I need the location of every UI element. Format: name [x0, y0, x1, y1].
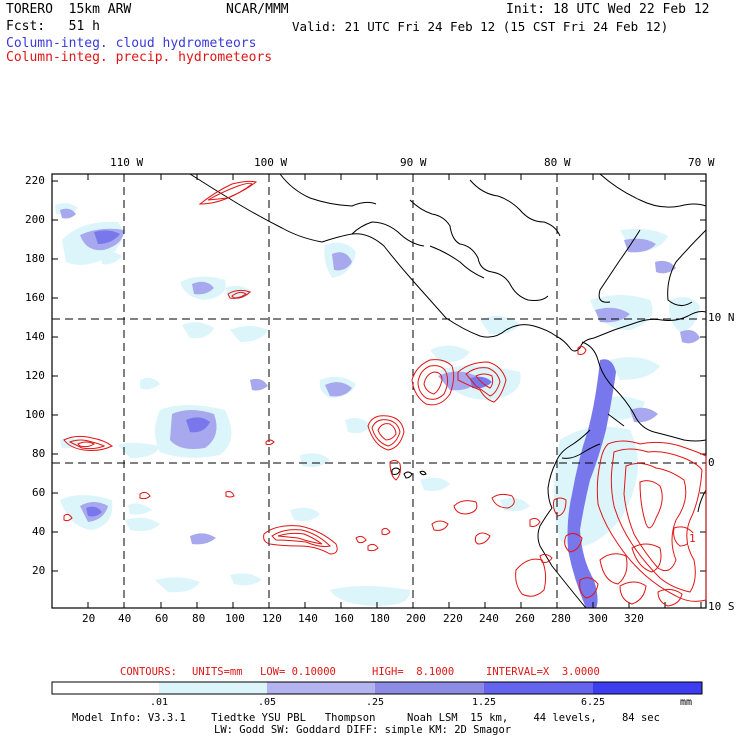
valid-time: Valid: 21 UTC Fri 24 Feb 12 (15 CST Fri … — [292, 19, 669, 34]
lat-label-0: 0 — [708, 456, 715, 469]
y-tick: 140 — [25, 330, 45, 343]
x-tick: 180 — [370, 612, 390, 625]
lon-label-70w: 70 W — [688, 156, 715, 169]
colorbar-tick: .05 — [258, 697, 277, 708]
y-tick: 160 — [25, 291, 45, 304]
contours-low: LOW= 0.10000 — [260, 666, 336, 678]
colorbar-frame — [51, 681, 703, 695]
contours-high: HIGH= 8.1000 — [372, 666, 455, 678]
x-tick: 140 — [298, 612, 318, 625]
colorbar-tick: .25 — [366, 697, 385, 708]
contours-interval: INTERVAL=X 3.0000 — [486, 666, 600, 678]
init-time: Init: 18 UTC Wed 22 Feb 12 — [506, 2, 710, 17]
lon-label-110w: 110 W — [110, 156, 144, 169]
y-tick: 40 — [32, 525, 46, 538]
y-tick: 180 — [25, 252, 45, 265]
model-info: Model Info: V3.3.1 Tiedtke YSU PBL Thomp… — [72, 712, 660, 724]
lat-label-10s: 10 S — [708, 600, 735, 613]
lon-label-90w: 90 W — [400, 156, 427, 169]
x-tick: 160 — [334, 612, 354, 625]
physics-info: LW: Godd SW: Goddard DIFF: simple KM: 2D… — [214, 724, 512, 736]
x-tick: 40 — [118, 612, 132, 625]
colorbar-unit: mm — [680, 697, 693, 708]
precip-contours — [63, 180, 707, 607]
colorbar — [51, 681, 703, 695]
x-tick: 200 — [406, 612, 426, 625]
lat-label-10n: 10 N — [708, 311, 735, 324]
organization: NCAR/MMM — [226, 2, 289, 17]
y-tick: 120 — [25, 369, 45, 382]
y-tick: 220 — [25, 174, 45, 187]
y-tick: 100 — [25, 408, 45, 421]
colorbar-tick: 6.25 — [581, 697, 606, 708]
x-tick: 240 — [479, 612, 499, 625]
y-tick: 60 — [32, 486, 46, 499]
x-tick: 320 — [624, 612, 644, 625]
forecast-hour: Fcst: 51 h — [6, 19, 100, 34]
model-name: TORERO 15km ARW — [6, 2, 132, 17]
x-tick: 120 — [262, 612, 282, 625]
x-tick: 260 — [515, 612, 535, 625]
colorbar-tick: .01 — [150, 697, 169, 708]
colorbar-bin-3 — [375, 682, 484, 694]
cloud-field-label: Column-integ. cloud hydrometeors — [6, 36, 257, 51]
coastlines — [189, 173, 707, 609]
lat-lon-grid — [52, 174, 706, 608]
y-tick: 20 — [32, 564, 46, 577]
x-tick: 300 — [588, 612, 608, 625]
colorbar-bin-0 — [52, 682, 159, 694]
lon-label-100w: 100 W — [254, 156, 288, 169]
x-tick: 20 — [82, 612, 96, 625]
x-tick: 280 — [551, 612, 571, 625]
map-frame — [51, 173, 707, 609]
colorbar-tick: 1.25 — [472, 697, 497, 708]
x-tick: 100 — [225, 612, 245, 625]
y-tick: 80 — [32, 447, 46, 460]
colorbar-bin-2 — [267, 682, 375, 694]
contour-value-label: 1 — [688, 532, 697, 545]
contours-units: UNITS=mm — [192, 666, 243, 678]
contours-label: CONTOURS: — [120, 666, 177, 678]
colorbar-bin-1 — [159, 682, 267, 694]
colorbar-bin-5 — [593, 682, 702, 694]
precip-field-label: Column-integ. precip. hydrometeors — [6, 50, 273, 65]
lon-label-80w: 80 W — [544, 156, 571, 169]
x-tick: 220 — [443, 612, 463, 625]
y-tick: 200 — [25, 213, 45, 226]
x-tick: 60 — [155, 612, 169, 625]
x-tick: 80 — [192, 612, 206, 625]
colorbar-bin-4 — [484, 682, 593, 694]
cloud-light-regions — [55, 203, 700, 606]
